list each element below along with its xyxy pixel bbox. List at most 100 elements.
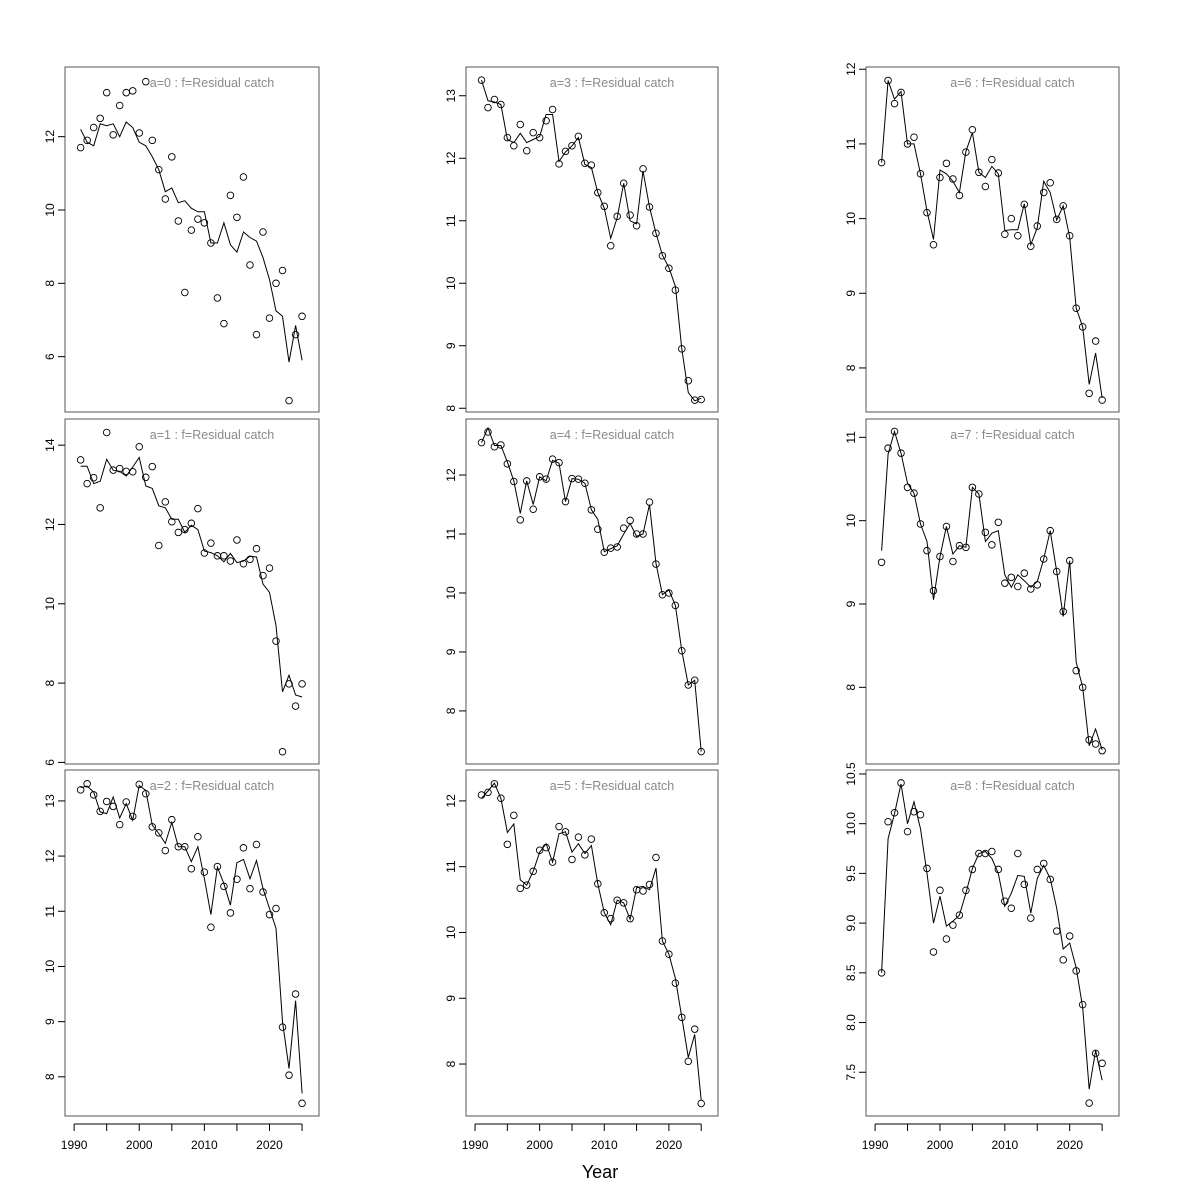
observed-point — [200, 549, 209, 557]
observed-point — [291, 330, 300, 339]
observed-point — [1085, 389, 1093, 398]
observed-point — [1001, 230, 1009, 239]
observed-point — [639, 530, 647, 538]
observed-point — [626, 914, 634, 923]
observed-point — [102, 428, 111, 437]
observed-point — [890, 427, 899, 436]
plot-frame — [465, 66, 719, 413]
observed-point — [1078, 323, 1087, 331]
observed-point — [1065, 932, 1074, 940]
observed-point — [535, 473, 544, 481]
observed-point — [516, 516, 525, 524]
observed-point — [1065, 232, 1074, 240]
y-tick-label: 11 — [444, 860, 458, 873]
observed-point — [678, 345, 686, 353]
observed-point — [658, 937, 667, 945]
x-axis-label: Year — [582, 1162, 618, 1182]
observed-point — [96, 807, 104, 816]
observed-point — [619, 179, 628, 187]
observed-point — [619, 899, 628, 907]
observed-point — [690, 1025, 699, 1033]
observed-point — [516, 884, 525, 893]
y-tick-label: 8 — [844, 364, 858, 371]
observed-point — [155, 165, 163, 174]
y-tick-label: 9 — [844, 600, 858, 607]
y-tick-label: 11 — [844, 431, 858, 444]
observed-point — [929, 586, 938, 595]
observed-point — [890, 809, 899, 817]
observed-point — [252, 544, 261, 553]
observed-point — [897, 449, 905, 457]
y-tick-label: 8 — [444, 405, 458, 412]
observed-point — [555, 160, 563, 168]
observed-point — [135, 780, 143, 789]
fitted-line — [80, 784, 303, 1094]
panel-2: 8 9 10 11 12 13 1990 2000 2010 2020 a=2 : f=Residu… — [43, 769, 320, 1152]
observed-point — [278, 1023, 287, 1031]
y-tick-label: 8.5 — [844, 964, 858, 981]
observed-point — [220, 319, 228, 328]
observed-point — [272, 279, 280, 288]
observed-point — [207, 239, 215, 247]
observed-point — [477, 76, 486, 84]
observed-point — [226, 909, 235, 917]
observed-point — [135, 443, 143, 451]
observed-point — [1046, 875, 1054, 884]
observed-point — [272, 904, 280, 913]
observed-point — [981, 528, 990, 537]
observed-point — [510, 811, 518, 820]
observed-point — [291, 702, 300, 710]
y-tick-label: 9 — [844, 290, 858, 297]
observed-point — [96, 114, 104, 123]
observed-point — [497, 100, 505, 109]
x-tick-label: 2010 — [991, 1138, 1018, 1152]
observed-point — [1046, 178, 1054, 187]
observed-point — [298, 680, 306, 688]
fitted-line — [481, 79, 702, 402]
y-tick-label: 12 — [43, 517, 57, 531]
plot-frame — [465, 418, 719, 765]
observed-point — [285, 680, 293, 688]
observed-point — [259, 571, 267, 580]
observed-point — [213, 862, 222, 871]
observed-point — [89, 123, 98, 132]
observed-point — [535, 846, 544, 855]
observed-point — [285, 1071, 293, 1079]
plot-frame — [64, 418, 320, 765]
observed-point — [587, 161, 596, 169]
observed-point — [949, 175, 957, 183]
fitted-line — [80, 121, 303, 363]
observed-point — [632, 221, 641, 230]
y-tick-label: 10 — [844, 514, 858, 528]
observed-point — [568, 141, 576, 150]
y-tick-label: 13 — [444, 89, 458, 103]
y-tick-label: 13 — [43, 794, 57, 808]
observed-point — [897, 88, 905, 97]
observed-point — [187, 226, 196, 234]
observed-point — [665, 589, 673, 597]
observed-point — [1007, 214, 1016, 223]
y-tick-label: 8 — [444, 707, 458, 714]
observed-point — [690, 676, 699, 685]
observed-point — [665, 950, 673, 958]
observed-point — [272, 637, 280, 645]
y-tick-label: 10 — [844, 212, 858, 226]
observed-point — [1014, 849, 1022, 858]
observed-point — [903, 827, 912, 836]
y-tick-label: 11 — [43, 905, 57, 918]
y-tick-label: 8 — [444, 1060, 458, 1067]
observed-point — [155, 829, 163, 837]
y-tick-label: 12 — [43, 849, 57, 863]
panel-4: 8 9 10 11 12 a=4 : f=Residual catch — [444, 418, 719, 765]
observed-point — [142, 473, 150, 482]
observed-point — [671, 979, 680, 987]
observed-point — [949, 557, 957, 566]
observed-point — [910, 808, 918, 816]
x-tick-label: 2010 — [591, 1138, 618, 1152]
observed-point — [181, 288, 189, 297]
observed-point — [1059, 607, 1067, 616]
observed-point — [962, 148, 970, 156]
observed-point — [1098, 396, 1106, 404]
observed-point — [1091, 1049, 1100, 1058]
observed-point — [942, 159, 951, 168]
